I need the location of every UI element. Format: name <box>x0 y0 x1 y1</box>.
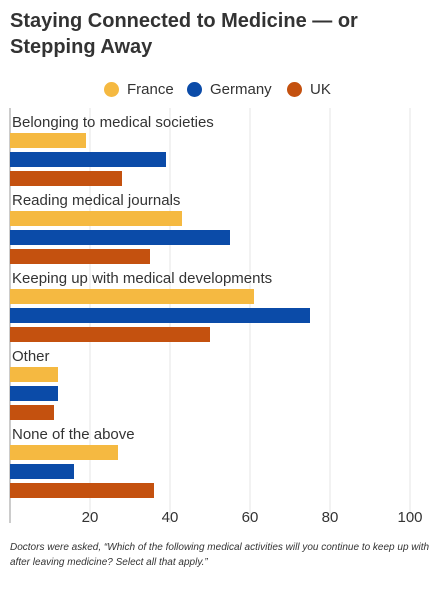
bar-germany-belonging-to-medical-societies <box>10 152 166 167</box>
x-tick-label-20: 20 <box>82 509 99 526</box>
chart-title: Staying Connected to Medicine — or Stepp… <box>10 10 358 58</box>
legend-swatch-france <box>104 81 119 97</box>
category-label-other: Other <box>12 348 50 365</box>
bar-france-keeping-up-with-medical-developments <box>10 289 254 304</box>
bar-france-other <box>10 367 58 382</box>
bar-uk-other <box>10 405 54 420</box>
bar-uk-reading-medical-journals <box>10 249 150 264</box>
bar-france-none-of-the-above <box>10 445 118 460</box>
bar-uk-none-of-the-above <box>10 483 154 498</box>
legend-label-uk: UK <box>310 80 331 98</box>
bar-germany-keeping-up-with-medical-developments <box>10 308 310 323</box>
x-tick-label-80: 80 <box>322 509 339 526</box>
bar-germany-none-of-the-above <box>10 464 74 479</box>
bar-germany-reading-medical-journals <box>10 230 230 245</box>
x-tick-label-40: 40 <box>162 509 179 526</box>
legend-item-uk: UK <box>287 78 331 100</box>
bar-uk-belonging-to-medical-societies <box>10 171 122 186</box>
survey-note: Doctors were asked, “Which of the follow… <box>10 542 430 568</box>
legend-label-france: France <box>127 80 174 98</box>
legend-swatch-germany <box>187 81 202 97</box>
category-label-reading-medical-journals: Reading medical journals <box>12 192 180 209</box>
bar-uk-keeping-up-with-medical-developments <box>10 327 210 342</box>
legend-item-france: France <box>104 78 174 100</box>
category-label-none-of-the-above: None of the above <box>12 426 135 443</box>
bar-france-reading-medical-journals <box>10 211 182 226</box>
bar-france-belonging-to-medical-societies <box>10 133 86 148</box>
x-tick-label-60: 60 <box>242 509 259 526</box>
legend: France Germany UK <box>0 78 442 100</box>
category-label-keeping-up-with-medical-developments: Keeping up with medical developments <box>12 270 272 287</box>
legend-swatch-uk <box>287 81 302 97</box>
legend-label-germany: Germany <box>210 80 272 98</box>
legend-item-germany: Germany <box>187 78 272 100</box>
x-tick-label-100: 100 <box>397 509 422 526</box>
category-label-belonging-to-medical-societies: Belonging to medical societies <box>12 114 214 131</box>
bar-germany-other <box>10 386 58 401</box>
bar-chart: 20 40 60 80 100 Belonging to medical societie… <box>9 108 423 526</box>
